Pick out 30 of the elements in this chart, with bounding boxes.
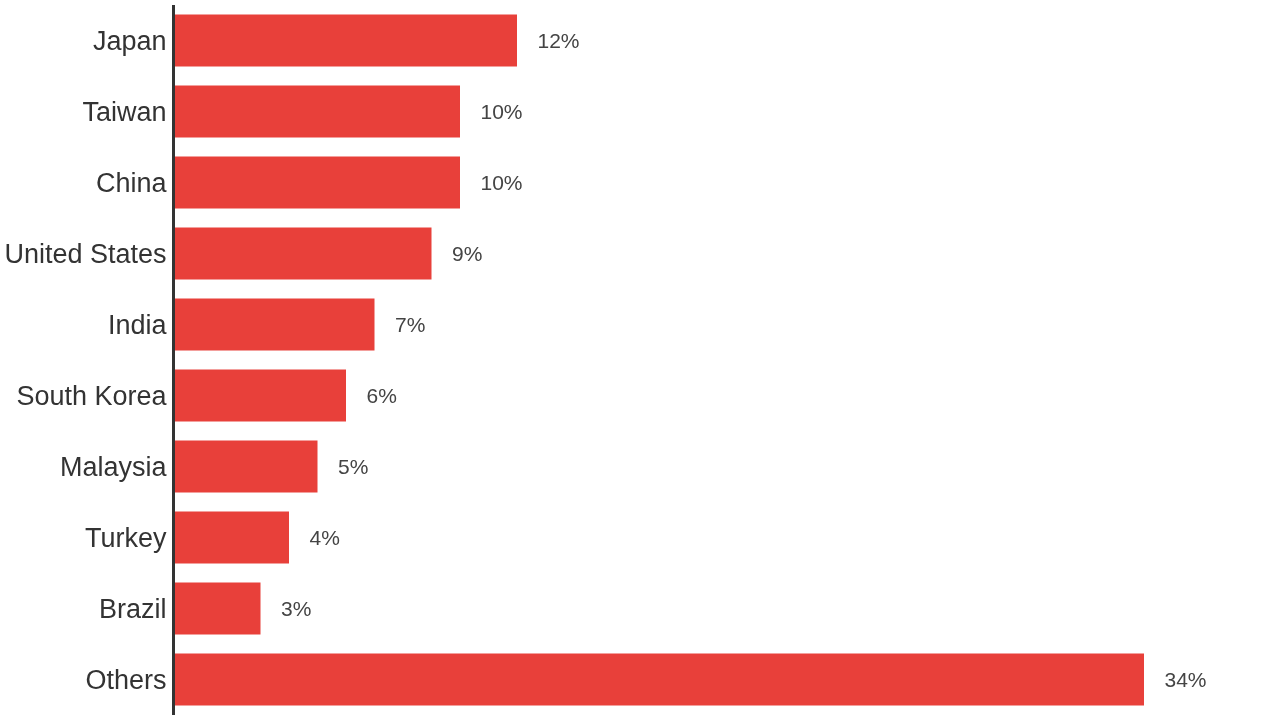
bar [175,582,261,635]
bar [175,511,289,564]
bar [175,227,432,280]
data-label: 12% [520,29,580,53]
data-label: 6% [349,384,397,408]
data-label: 10% [463,100,523,123]
data-label: 7% [377,313,426,336]
data-label: 34% [1147,668,1207,692]
y-tick-label: South Korea [16,380,168,411]
y-tick-label: Brazil [99,593,167,624]
bar [175,653,1144,706]
data-label: 4% [292,526,340,550]
y-tick-label: Others [85,664,167,695]
data-label: 10% [463,171,523,194]
y-tick-label: United States [4,238,167,269]
bar [175,156,460,209]
data-label: 3% [263,597,312,621]
y-tick-label: Japan [93,25,167,56]
y-tick-label: India [108,309,168,340]
y-tick-label: Malaysia [60,451,168,482]
y-tick-label: China [96,167,168,198]
y-tick-label: Taiwan [82,96,167,127]
bar [175,14,517,67]
y-tick-label: Turkey [85,522,168,553]
data-label: 5% [320,455,369,479]
data-label: 9% [434,241,483,265]
bar [175,369,346,422]
bar [175,85,460,138]
bar [175,440,318,493]
bar [175,298,375,351]
